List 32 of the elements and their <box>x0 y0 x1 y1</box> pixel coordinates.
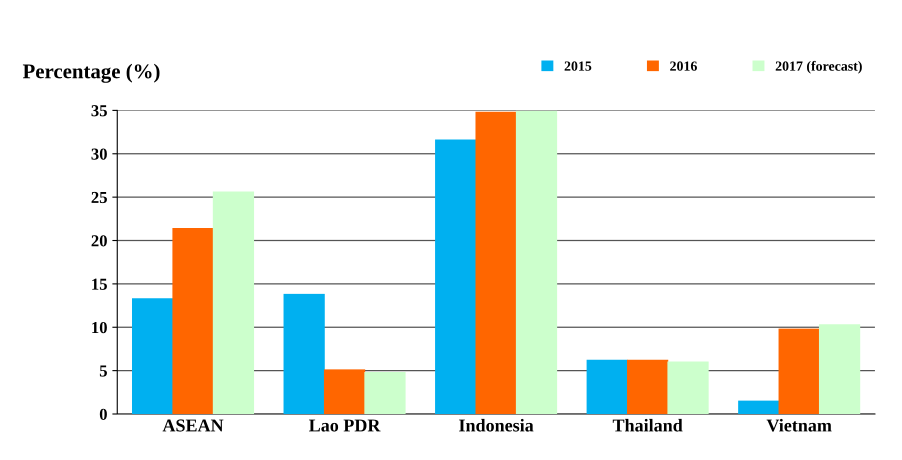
bar <box>818 324 860 414</box>
y-tick-label: 15 <box>92 278 107 290</box>
x-tick-label: Lao PDR <box>309 420 381 432</box>
bar <box>212 192 254 414</box>
y-tick-label: 20 <box>92 235 107 246</box>
bar <box>172 228 214 414</box>
legend-label: 2017 (forecast) <box>776 60 862 74</box>
bar <box>586 360 628 414</box>
x-tick-label: Indonesia <box>459 418 534 432</box>
bar <box>364 372 406 414</box>
bar <box>475 112 517 414</box>
legend-label: 2015 <box>564 61 592 71</box>
x-tick-label: ASEAN <box>162 419 224 432</box>
x-tick-label: Vietnam <box>766 418 832 432</box>
y-tick-label: 30 <box>92 148 107 160</box>
bar <box>284 294 325 414</box>
legend-label: 2016 <box>670 61 697 71</box>
bar <box>778 328 820 414</box>
bar <box>516 110 558 414</box>
bar <box>132 298 174 414</box>
bar <box>435 139 476 414</box>
y-tick-label: 25 <box>92 192 107 204</box>
y-tick-label: 5 <box>100 365 107 377</box>
bar <box>627 360 668 414</box>
bar <box>667 362 709 414</box>
bar <box>324 369 366 414</box>
y-tick-label: 10 <box>92 322 107 334</box>
x-tick-label: Thailand <box>612 418 683 432</box>
y-tick-label: 35 <box>92 105 107 116</box>
bar <box>738 400 780 414</box>
y-axis-title: Percentage (%) <box>22 64 160 83</box>
y-tick-label: 0 <box>100 408 107 420</box>
